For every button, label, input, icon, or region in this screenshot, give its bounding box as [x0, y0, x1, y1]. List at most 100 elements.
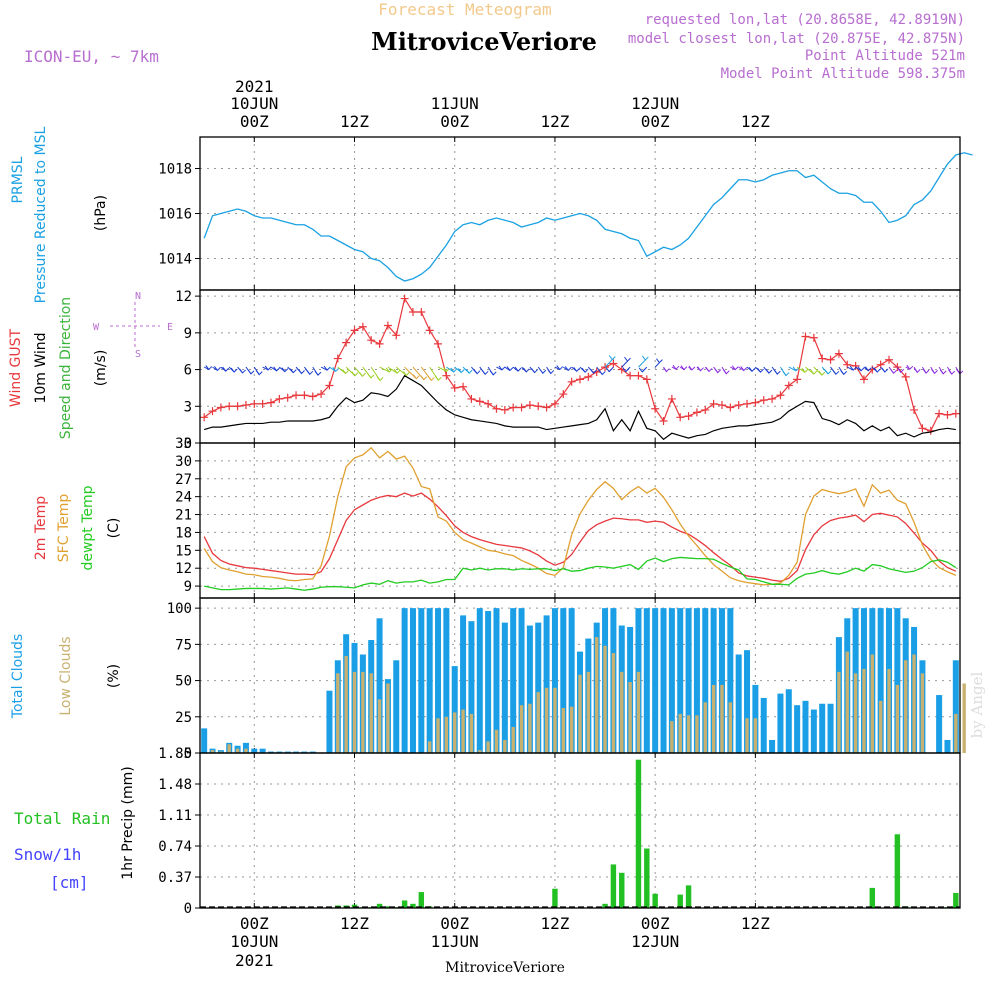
- wind-arrow-head: [948, 369, 956, 375]
- wind-arrow-head: [332, 366, 340, 373]
- gust-marker: [484, 399, 493, 408]
- gust-marker: [684, 412, 693, 421]
- gust-marker: [626, 371, 635, 380]
- gust-marker: [459, 382, 468, 391]
- wind-arrow-head: [590, 368, 597, 374]
- low-clouds-bar: [954, 713, 958, 753]
- wind-arrow-head: [840, 370, 848, 376]
- rain-bar: [894, 834, 901, 908]
- low-clouds-bar: [670, 721, 674, 753]
- compass-e: E: [167, 322, 173, 333]
- gust-marker: [751, 398, 760, 407]
- total-clouds-bar: [510, 608, 517, 753]
- rain-bar: [685, 885, 692, 908]
- low-clouds-bar: [352, 671, 357, 753]
- low-clouds-bar: [486, 741, 490, 753]
- total-clouds-bar: [451, 666, 458, 753]
- wind-arrow-head: [547, 369, 555, 375]
- gust-marker: [576, 375, 584, 384]
- low-clouds-bar: [244, 748, 248, 753]
- wind-arrow-head: [222, 366, 230, 372]
- y-tick-label: 75: [175, 637, 192, 653]
- total-clouds-bar: [468, 621, 475, 753]
- gust-marker: [717, 401, 726, 410]
- wind-arrow-head: [663, 367, 670, 373]
- low-clouds-bar: [703, 702, 707, 753]
- low-clouds-bar: [578, 674, 582, 753]
- gust-marker: [250, 399, 259, 408]
- wind-arrow-head: [367, 373, 375, 379]
- wind-arrow-head: [450, 367, 458, 373]
- total-clouds-bar: [393, 660, 400, 753]
- y-tick-label: 12: [175, 289, 192, 305]
- low-clouds-bar: [678, 713, 682, 753]
- low-clouds-bar: [536, 692, 540, 753]
- y-tick-label: 24: [175, 490, 192, 506]
- low-clouds-bar: [427, 741, 432, 753]
- wind-arrow-head: [748, 366, 756, 373]
- bottom-tick-day: 11JUN: [431, 932, 479, 951]
- requested-coords: requested lon,lat (20.8658E, 42.8919N): [645, 12, 965, 28]
- total-clouds-bar: [301, 751, 308, 753]
- low-clouds-bar: [611, 653, 616, 753]
- low-clouds-bar: [870, 654, 874, 753]
- gust-marker: [542, 403, 551, 412]
- bottom-tick-hour: 12Z: [340, 914, 369, 933]
- low-clouds-bar: [544, 687, 549, 753]
- gust-marker: [667, 394, 676, 403]
- low-clouds-bar: [511, 726, 515, 753]
- wind-arrow-head: [605, 367, 613, 373]
- total-clouds-bar: [426, 608, 433, 753]
- low-clouds-bar: [235, 748, 240, 753]
- gust-marker: [550, 399, 559, 408]
- rain-bar: [635, 759, 642, 908]
- low-clouds-bar: [436, 718, 440, 753]
- gust-marker: [325, 381, 334, 390]
- low-clouds-bar: [904, 660, 908, 753]
- wind-unit: (m/s): [93, 350, 109, 387]
- snow-unit: [cm]: [50, 873, 89, 892]
- y-tick-label: 1.48: [158, 777, 192, 793]
- gust-marker: [492, 404, 501, 413]
- wind-arrow-head: [801, 367, 809, 374]
- bottom-tick-day: 10JUN: [230, 932, 278, 951]
- low-clouds-bar: [862, 668, 866, 753]
- wind-arrow-head: [641, 355, 649, 361]
- low-clouds-bar: [912, 654, 916, 753]
- gust-marker: [400, 294, 409, 303]
- point-altitude: Point Altitude 521m: [805, 48, 965, 64]
- low-clouds-bar: [494, 729, 499, 753]
- total-clouds-bar: [326, 690, 333, 753]
- top-tick-hour: 00Z: [641, 112, 670, 131]
- low-clouds-bar: [920, 673, 925, 753]
- rain-bar: [869, 887, 876, 908]
- low-clouds-bar: [837, 671, 841, 753]
- sfc-temp-label: SFC Temp: [56, 494, 72, 563]
- wind-arrow-head: [531, 368, 538, 374]
- total-clouds-bar: [551, 608, 558, 753]
- wind-arrow: [847, 366, 854, 371]
- y-tick-label: 0: [184, 436, 192, 452]
- y-tick-label: 100: [167, 601, 192, 617]
- y-tick-label: 50: [175, 674, 192, 690]
- wind-arrow-head: [351, 371, 359, 377]
- wind-arrow-head: [489, 370, 497, 376]
- total-clouds-bar: [660, 608, 667, 753]
- low-clouds-bar: [227, 744, 231, 753]
- wind-arrow-head: [922, 368, 930, 374]
- wind-arrow: [796, 366, 806, 373]
- gust-marker: [642, 375, 651, 384]
- compass-s: S: [135, 349, 141, 360]
- wind-arrow-head: [857, 366, 865, 372]
- total-clouds-bar: [710, 608, 717, 753]
- total-clouds-bar: [251, 748, 258, 753]
- wind-arrow-head: [624, 356, 631, 362]
- total-clouds-bar: [309, 751, 316, 753]
- pressure-label-a: PRMSL: [10, 156, 26, 203]
- wind-arrow-head: [393, 368, 401, 374]
- wind-arrow-head: [688, 365, 696, 371]
- bottom-tick-hour: 12Z: [741, 914, 770, 933]
- wind-arrow-head: [598, 370, 606, 376]
- y-tick-label: 30: [175, 454, 192, 470]
- low-clouds-bar: [210, 750, 215, 753]
